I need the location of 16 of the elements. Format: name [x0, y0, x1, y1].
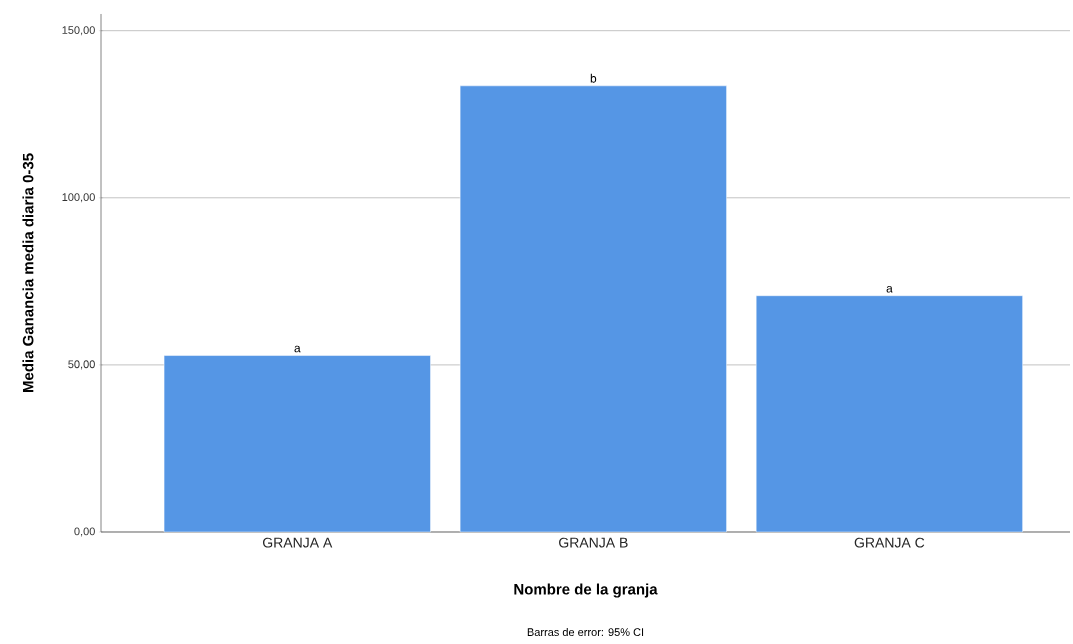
y-tick-label: 100,00: [62, 193, 95, 203]
x-axis-title: Nombre de la granja: [514, 583, 658, 598]
x-tick-label: GRANJA B: [559, 537, 628, 548]
annotation: b: [590, 73, 597, 83]
annotation: a: [886, 285, 893, 293]
text: Barras de error: 95% CI: [527, 627, 644, 637]
y-axis-title: Media Ganancia media diaria 0-35: [22, 153, 34, 393]
annotation: a: [294, 345, 301, 353]
y-tick-label: 50,00: [68, 360, 95, 370]
bar: [755, 295, 1023, 533]
bar: [459, 85, 727, 533]
bar: [163, 355, 431, 533]
y-tick-label: 150,00: [62, 26, 95, 36]
x-tick-label: GRANJA A: [262, 537, 333, 548]
x-tick-label: GRANJA C: [854, 537, 925, 548]
y-tick-label: 0,00: [74, 527, 95, 537]
